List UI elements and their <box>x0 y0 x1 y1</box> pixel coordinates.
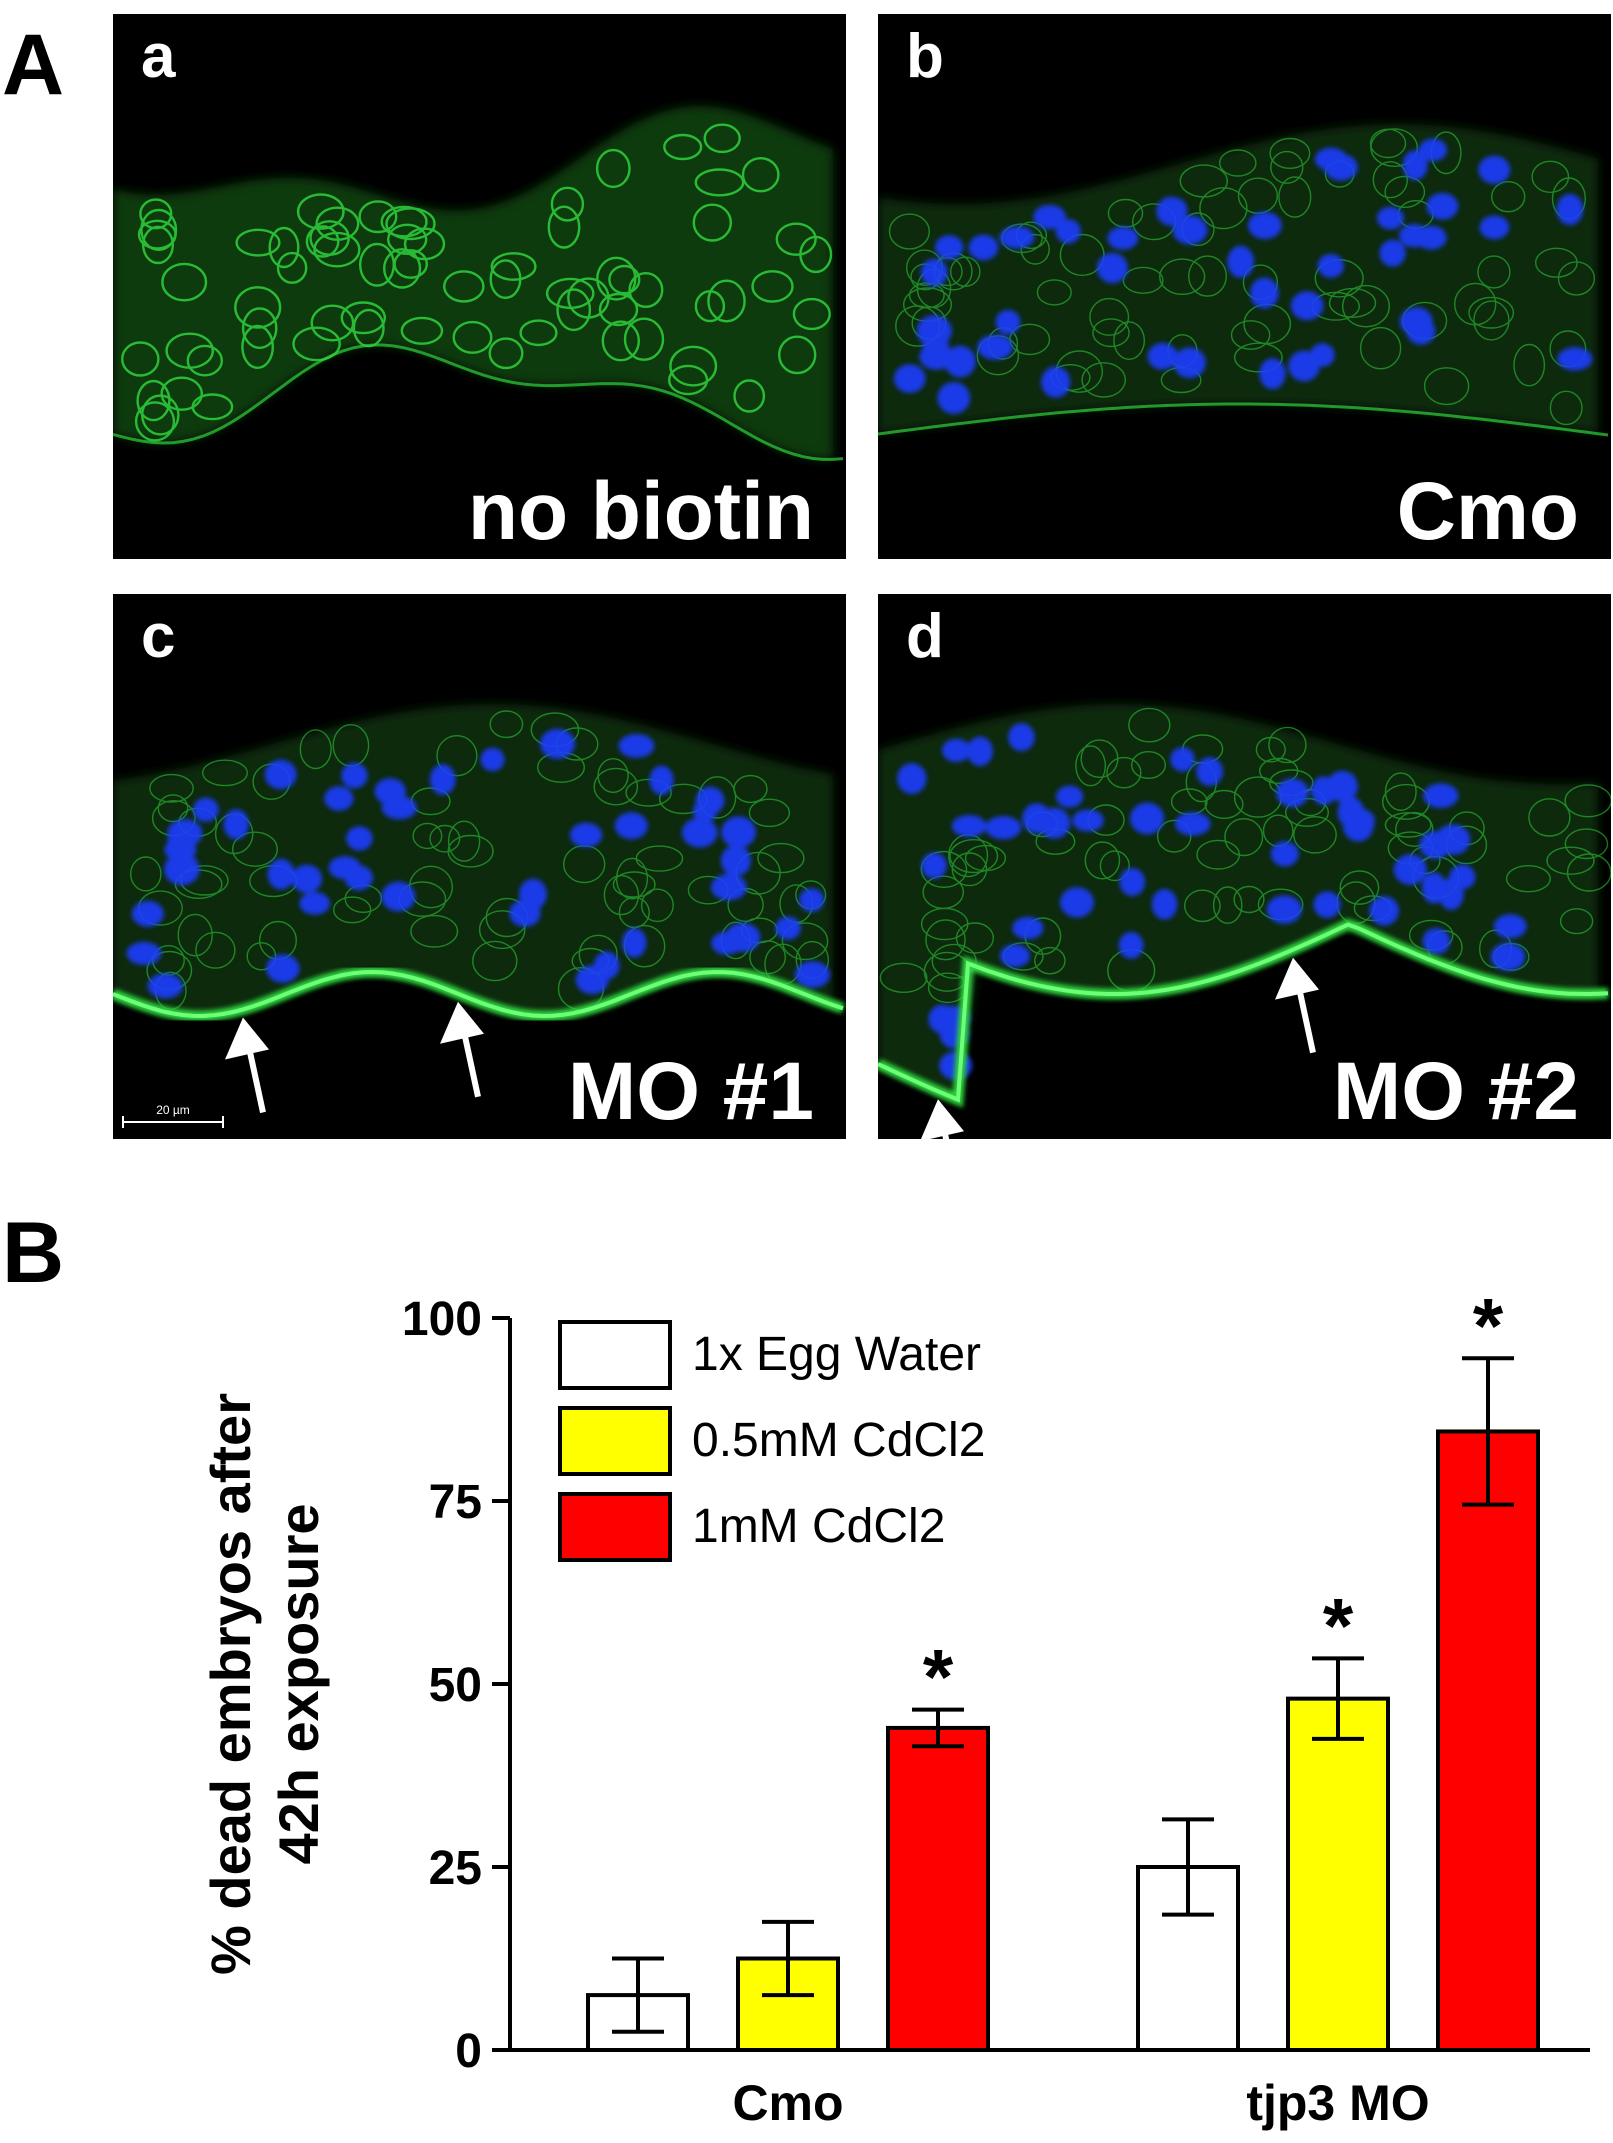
error-bar <box>1162 1817 1214 1917</box>
basal-membrane <box>878 402 1609 437</box>
nuclei <box>897 723 1527 1080</box>
basal-signal-core <box>113 969 844 1019</box>
legend-swatch <box>558 1406 672 1476</box>
micrograph-b-condition-label: Cmo <box>1396 466 1579 557</box>
significance-marker: * <box>923 1633 954 1721</box>
micrograph-c-image: 20 µm <box>113 704 845 1128</box>
error-bar <box>762 1919 814 1998</box>
micrograph-a: a no biotin <box>113 14 846 559</box>
nuclei <box>893 138 1593 414</box>
legend-label: 1mM CdCl2 <box>692 1500 945 1553</box>
micrograph-b-letter: b <box>906 22 944 91</box>
legend: 1x Egg Water 0.5mM CdCl2 1mM CdCl2 <box>558 1320 985 1562</box>
cell-membranes <box>120 123 833 442</box>
arrow-icon <box>440 1001 484 1098</box>
error-bar <box>912 1707 964 1749</box>
micrograph-c-letter: c <box>141 602 176 671</box>
category-label: Cmo <box>732 2075 843 2131</box>
scale-bar-label: 20 µm <box>156 1103 190 1117</box>
significance-marker: * <box>1323 1581 1354 1669</box>
scale-bar <box>122 1116 224 1128</box>
tissue-region <box>113 106 833 460</box>
tissue-region <box>878 704 1598 1100</box>
micrograph-d-letter: d <box>906 602 944 671</box>
category-label: tjp3 MO <box>1246 2075 1429 2131</box>
micrograph-d: d MO #2 <box>878 594 1611 1139</box>
significance-marker: * <box>1473 1281 1504 1369</box>
y-axis-label: % dead embryos after42h exposure <box>199 1393 330 1975</box>
bar-chart-svg: 0 25 50 75 100 % dead embryos after42h exposu… <box>199 1281 1590 2131</box>
basal-membrane <box>113 343 844 461</box>
bar-chart: 0 25 50 75 100 % dead embryos after42h exposu… <box>0 1240 1613 2138</box>
micrograph-d-image <box>878 704 1611 1139</box>
error-bar <box>612 1956 664 2034</box>
legend-label: 0.5mM CdCl2 <box>692 1414 985 1467</box>
micrograph-a-letter: a <box>141 22 176 91</box>
error-bar <box>1462 1356 1514 1507</box>
arrow-icon <box>1275 957 1319 1054</box>
arrow-icon <box>920 1099 964 1139</box>
bar <box>886 1725 990 2052</box>
y-tick-label: 50 <box>429 1659 482 1712</box>
micrograph-c: 20 µm c MO #1 <box>113 594 846 1139</box>
y-tick-label: 25 <box>429 1842 482 1895</box>
panel-b-label: B <box>2 1205 65 1301</box>
micrograph-c-condition-label: MO #1 <box>567 1046 814 1137</box>
panel-a-label: A <box>2 17 65 113</box>
micrograph-a-condition-label: no biotin <box>467 466 814 557</box>
micrograph-b: b Cmo <box>878 14 1611 559</box>
basal-signal-core <box>878 922 1609 1103</box>
arrow-icon <box>225 1017 269 1114</box>
error-bar <box>1312 1656 1364 1741</box>
bar <box>1436 1429 1540 2052</box>
y-tick-label: 0 <box>455 2025 482 2078</box>
legend-swatch <box>558 1320 672 1390</box>
micrograph-b-image <box>878 124 1609 437</box>
y-tick-label: 100 <box>402 1293 482 1346</box>
y-tick-label: 75 <box>429 1476 482 1529</box>
legend-swatch <box>558 1492 672 1562</box>
legend-label: 1x Egg Water <box>692 1328 981 1381</box>
micrograph-d-condition-label: MO #2 <box>1332 1046 1579 1137</box>
bar <box>1286 1696 1390 2052</box>
micrograph-a-image <box>113 106 844 461</box>
nuclei <box>126 728 831 999</box>
